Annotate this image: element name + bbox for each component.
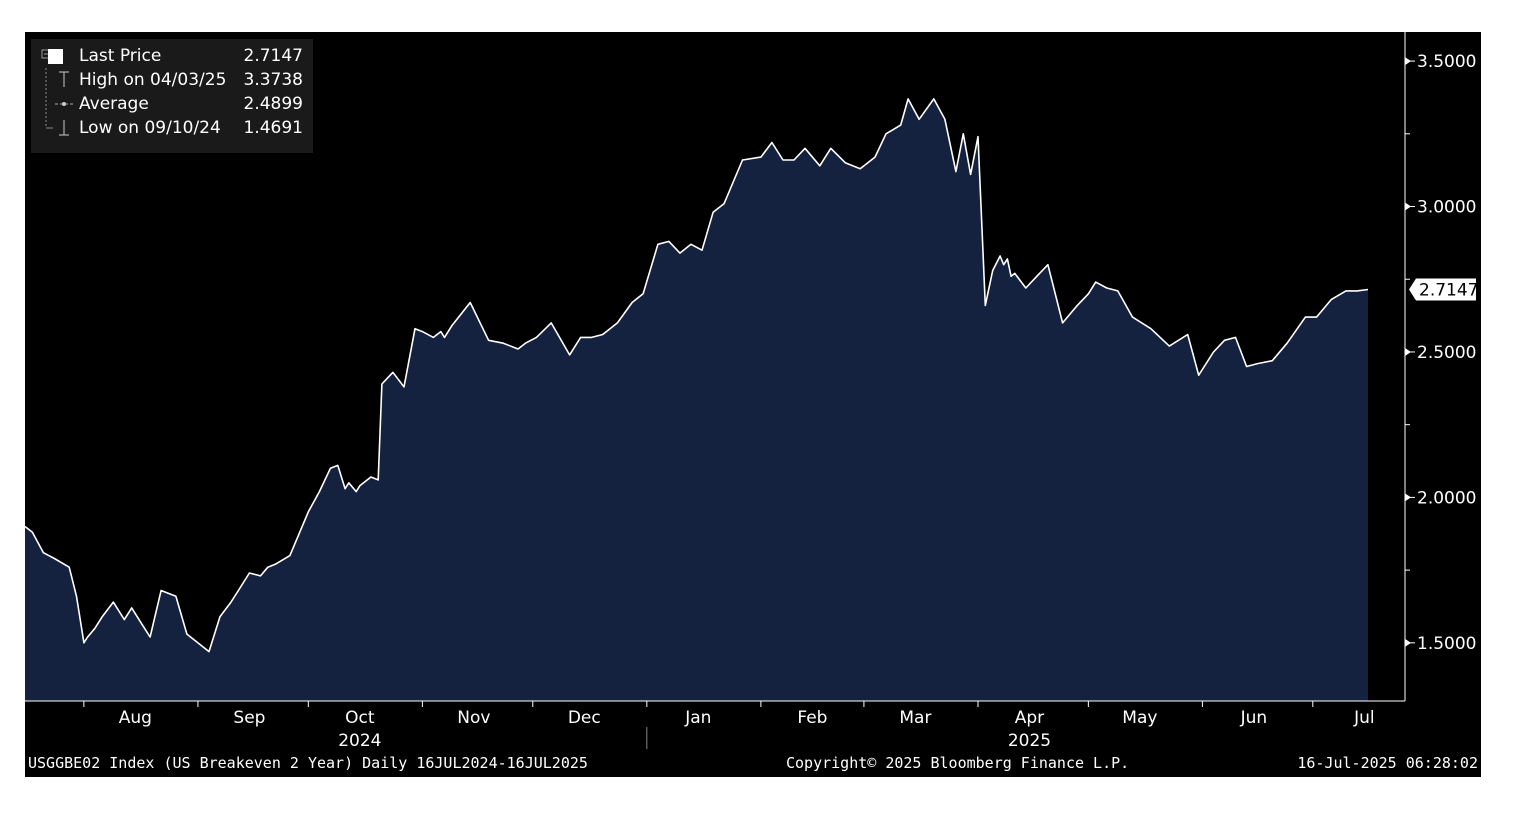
x-month-label: Mar: [899, 708, 931, 728]
chart-legend: Last Price 2.7147 High on 04/03/25 3.373…: [31, 39, 313, 153]
x-month-label: Jun: [1240, 708, 1268, 728]
x-month-label: Aug: [119, 708, 152, 728]
legend-high: High on 04/03/25 3.3738: [31, 68, 313, 92]
legend-average-value: 2.4899: [243, 94, 303, 114]
x-month-label: Jan: [684, 708, 711, 728]
x-month-label: Apr: [1015, 708, 1044, 728]
y-tick-label: 2.0000: [1417, 488, 1476, 508]
legend-high-label: High on 04/03/25: [79, 70, 227, 90]
x-year-label: 2024: [338, 731, 381, 751]
legend-average: Average 2.4899: [31, 92, 313, 116]
price-chart: 3.5000 3.0000 2.5000 2.0000 1.5000 2.7147 Aug S…: [25, 32, 1478, 751]
x-month-label: Jul: [1353, 708, 1375, 728]
average-marker-icon: [39, 92, 73, 116]
legend-last-price: Last Price 2.7147: [31, 44, 313, 68]
y-tick-label: 3.0000: [1417, 198, 1476, 218]
bloomberg-chart-panel: 3.5000 3.0000 2.5000 2.0000 1.5000 2.7147 Aug S…: [25, 32, 1481, 777]
x-month-label: May: [1122, 708, 1157, 728]
axis-layer: 3.5000 3.0000 2.5000 2.0000 1.5000 2.7147 Aug S…: [25, 32, 1478, 751]
x-month-label: Feb: [797, 708, 827, 728]
legend-low-value: 1.4691: [243, 118, 303, 138]
last-price-badge: [1409, 278, 1476, 301]
x-month-label: Sep: [233, 708, 265, 728]
legend-low-label: Low on 09/10/24: [79, 118, 221, 138]
x-month-label: Oct: [345, 708, 375, 728]
series-line: [25, 98, 1369, 653]
y-tick-label: 2.5000: [1417, 343, 1476, 363]
x-year-label: 2025: [1008, 731, 1051, 751]
last-price-swatch-icon: [48, 49, 63, 64]
last-price-badge-label: 2.7147: [1419, 281, 1478, 301]
y-tick-label: 3.5000: [1417, 52, 1476, 72]
low-marker-icon: [39, 116, 73, 140]
legend-high-value: 3.3738: [243, 70, 303, 90]
legend-average-label: Average: [79, 94, 149, 114]
series-area: [25, 98, 1368, 701]
y-tick-label: 1.5000: [1417, 634, 1476, 654]
series-layer: [25, 98, 1369, 701]
footer-ticker: USGGBE02 Index (US Breakeven 2 Year) Dai…: [28, 754, 588, 772]
legend-last-value: 2.7147: [243, 46, 303, 66]
x-month-label: Nov: [457, 708, 490, 728]
legend-low: Low on 09/10/24 1.4691: [31, 116, 313, 140]
footer-copyright: Copyright© 2025 Bloomberg Finance L.P.: [786, 754, 1130, 772]
high-marker-icon: [39, 68, 73, 92]
legend-last-label: Last Price: [79, 46, 162, 66]
x-month-label: Dec: [568, 708, 601, 728]
footer-timestamp: 16-Jul-2025 06:28:02: [1297, 754, 1478, 772]
